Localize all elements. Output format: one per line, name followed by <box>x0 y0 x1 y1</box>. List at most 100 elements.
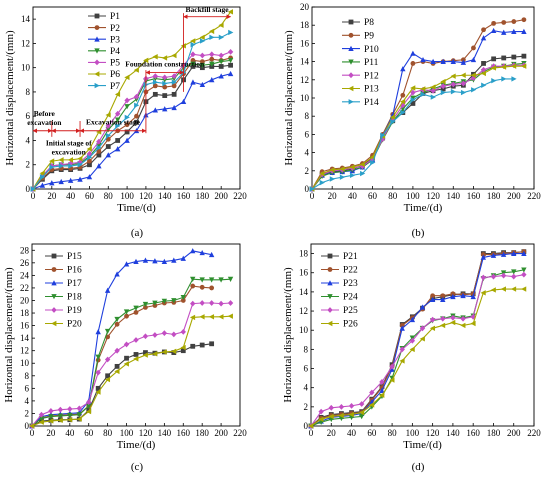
data-point-P12 <box>450 81 456 88</box>
y-tick-label: 20 <box>20 295 30 305</box>
data-point-P14 <box>501 76 507 82</box>
data-point-P26 <box>358 409 365 416</box>
data-point-P18 <box>199 277 205 283</box>
data-point-P16 <box>209 285 215 291</box>
series-line-P18 <box>31 278 231 427</box>
data-point-P20 <box>104 376 111 383</box>
legend-marker <box>94 25 100 30</box>
data-point-P7 <box>209 34 215 41</box>
data-point-P25 <box>450 314 456 321</box>
series-line-P16 <box>31 285 212 427</box>
legend-marker <box>348 59 354 65</box>
y-tick-label: 10 <box>20 358 30 368</box>
series-line-P4 <box>32 59 231 190</box>
data-point-P23 <box>521 250 527 256</box>
data-point-P5 <box>124 97 130 104</box>
data-point-P14 <box>309 186 315 192</box>
data-point-P8 <box>521 53 527 59</box>
data-point-P17 <box>95 329 101 335</box>
x-tick-label: 20 <box>328 191 338 201</box>
y-tick-label: 4 <box>305 148 310 158</box>
data-point-P5 <box>209 51 215 58</box>
legend-marker <box>51 307 57 313</box>
data-point-P26 <box>521 286 527 292</box>
data-point-P20 <box>38 419 44 425</box>
data-point-P17 <box>208 251 215 258</box>
data-point-P3 <box>77 176 83 182</box>
data-point-P6 <box>67 157 74 163</box>
legend-entry: P24 <box>343 293 358 303</box>
chart-panel-b: 0 20 40 60 80 100 120 140 160 180 200 220 0 2 4 6 8 10 12 1… <box>283 2 541 239</box>
y-tick-label: 0 <box>25 421 30 431</box>
data-point-P3 <box>58 178 64 185</box>
data-point-P19 <box>190 300 196 307</box>
y-tick-label: 18 <box>300 20 310 30</box>
legend-entry: P6 <box>110 70 120 80</box>
data-point-P9 <box>491 20 497 26</box>
legend-entry: P16 <box>67 266 82 276</box>
x-tick-label: 180 <box>196 191 210 201</box>
legend-marker <box>327 307 333 313</box>
legend-marker <box>348 72 354 79</box>
x-tick-label: 20 <box>46 428 56 438</box>
data-point-P25 <box>500 272 507 279</box>
data-point-P22 <box>440 293 446 299</box>
data-point-P5 <box>86 150 93 157</box>
y-axis-label: Horizontal displacement/(mm) <box>3 267 15 403</box>
data-point-P18 <box>114 316 120 323</box>
panel-label: (b) <box>412 227 425 239</box>
data-point-P8 <box>481 61 486 66</box>
data-point-P25 <box>389 363 395 370</box>
y-tick-label: 10 <box>300 93 310 103</box>
data-point-P17 <box>123 261 130 267</box>
plot-frame <box>31 243 241 427</box>
chart-panel-d: 0 20 40 60 80 100 120 140 160 180 200 220 0 2 4 6 8 10 12 1… <box>282 243 541 473</box>
data-point-P6 <box>77 155 83 162</box>
annotation-backfill: Backfill stage <box>186 5 230 14</box>
data-point-P6 <box>190 38 196 44</box>
data-point-P22 <box>480 252 486 257</box>
data-point-P14 <box>390 118 396 125</box>
data-point-P20 <box>171 348 177 355</box>
data-point-P23 <box>500 251 507 257</box>
data-point-P25 <box>318 408 324 415</box>
data-point-P1 <box>228 62 233 68</box>
data-point-P19 <box>171 331 177 338</box>
data-point-P25 <box>429 316 436 323</box>
data-point-P7 <box>115 123 121 129</box>
y-tick-label: 4 <box>304 383 309 393</box>
data-point-P1 <box>218 64 224 69</box>
data-point-P26 <box>338 412 344 419</box>
data-point-P7 <box>152 79 159 85</box>
data-point-P20 <box>142 352 148 358</box>
series-P19 <box>29 300 234 429</box>
series-P25 <box>308 271 527 429</box>
data-point-P18 <box>67 412 73 419</box>
x-tick-label: 180 <box>487 191 501 201</box>
data-point-P26 <box>399 358 405 364</box>
data-point-P7 <box>171 79 177 85</box>
data-point-P17 <box>199 249 205 256</box>
data-point-P10 <box>521 28 527 34</box>
legend-entry: P14 <box>364 98 379 108</box>
series-line-P11 <box>311 62 524 190</box>
data-point-P6 <box>58 157 64 163</box>
data-point-P6 <box>114 91 121 98</box>
series-P26 <box>308 286 527 429</box>
series-P18 <box>29 276 234 429</box>
data-point-P7 <box>105 132 112 139</box>
data-point-P20 <box>218 314 224 320</box>
data-point-P20 <box>123 361 129 367</box>
data-point-P18 <box>218 277 224 283</box>
x-axis-label: Time/(d) <box>117 202 156 214</box>
data-point-P3 <box>199 81 206 88</box>
data-point-P14 <box>460 89 467 96</box>
data-point-P26 <box>409 346 415 353</box>
data-point-P6 <box>86 146 92 152</box>
data-point-P23 <box>460 292 466 299</box>
data-point-P23 <box>470 293 476 300</box>
data-point-P4 <box>227 57 234 64</box>
series-P3 <box>30 70 234 192</box>
data-point-P20 <box>199 314 205 320</box>
data-point-P24 <box>511 269 517 275</box>
